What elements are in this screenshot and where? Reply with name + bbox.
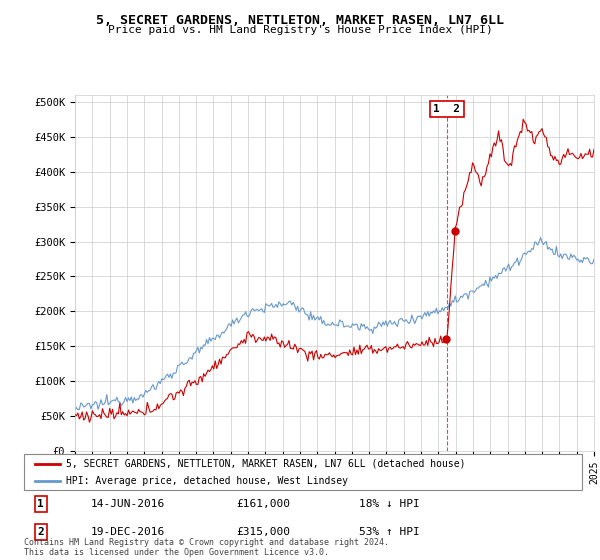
Text: 5, SECRET GARDENS, NETTLETON, MARKET RASEN, LN7 6LL: 5, SECRET GARDENS, NETTLETON, MARKET RAS… [96, 14, 504, 27]
Text: 18% ↓ HPI: 18% ↓ HPI [359, 499, 419, 509]
Text: 5, SECRET GARDENS, NETTLETON, MARKET RASEN, LN7 6LL (detached house): 5, SECRET GARDENS, NETTLETON, MARKET RAS… [66, 459, 466, 469]
Text: £161,000: £161,000 [236, 499, 290, 509]
Text: 1: 1 [37, 499, 44, 509]
Text: Contains HM Land Registry data © Crown copyright and database right 2024.
This d: Contains HM Land Registry data © Crown c… [24, 538, 389, 557]
FancyBboxPatch shape [24, 454, 582, 490]
Text: 53% ↑ HPI: 53% ↑ HPI [359, 527, 419, 537]
Text: 14-JUN-2016: 14-JUN-2016 [91, 499, 165, 509]
Text: 19-DEC-2016: 19-DEC-2016 [91, 527, 165, 537]
Text: 1  2: 1 2 [433, 104, 460, 114]
Text: HPI: Average price, detached house, West Lindsey: HPI: Average price, detached house, West… [66, 476, 348, 486]
Text: 2: 2 [37, 527, 44, 537]
Text: £315,000: £315,000 [236, 527, 290, 537]
Text: Price paid vs. HM Land Registry's House Price Index (HPI): Price paid vs. HM Land Registry's House … [107, 25, 493, 35]
